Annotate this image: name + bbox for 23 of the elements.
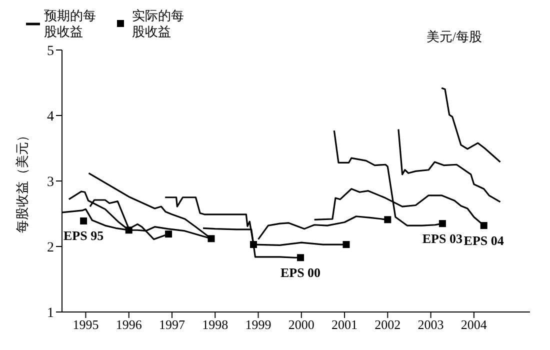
- x-tick-label: 2004: [460, 317, 488, 332]
- x-tick-label: 1997: [158, 317, 186, 332]
- x-tick-label: 1999: [245, 317, 272, 332]
- y-tick-label: 3: [47, 174, 54, 190]
- chart-subtitle: 美元/每股: [426, 28, 482, 46]
- y-tick-label: 2: [47, 240, 54, 256]
- x-tick-label: 1995: [72, 317, 99, 332]
- x-tick-label: 2000: [288, 317, 314, 332]
- annotation: EPS 95: [64, 228, 104, 244]
- y-tick-label: 5: [47, 44, 54, 59]
- y-tick-label: 1: [47, 306, 54, 321]
- y-axis-title: 每股收益（美元）: [14, 129, 30, 233]
- x-tick-label: 2001: [332, 317, 358, 332]
- legend-label: 预期的每股收益: [44, 8, 97, 40]
- x-tick-label: 2002: [374, 317, 401, 332]
- x-tick-label: 1998: [202, 317, 228, 332]
- y-tick-label: 4: [47, 109, 54, 124]
- x-tick-label: 1996: [116, 317, 142, 332]
- annotation: EPS 03: [422, 230, 463, 246]
- legend-label: 实际的每股收益: [132, 8, 185, 40]
- annotation: EPS 04: [464, 232, 504, 248]
- x-tick-label: 2003: [418, 317, 444, 332]
- annotation: EPS 00: [280, 264, 321, 280]
